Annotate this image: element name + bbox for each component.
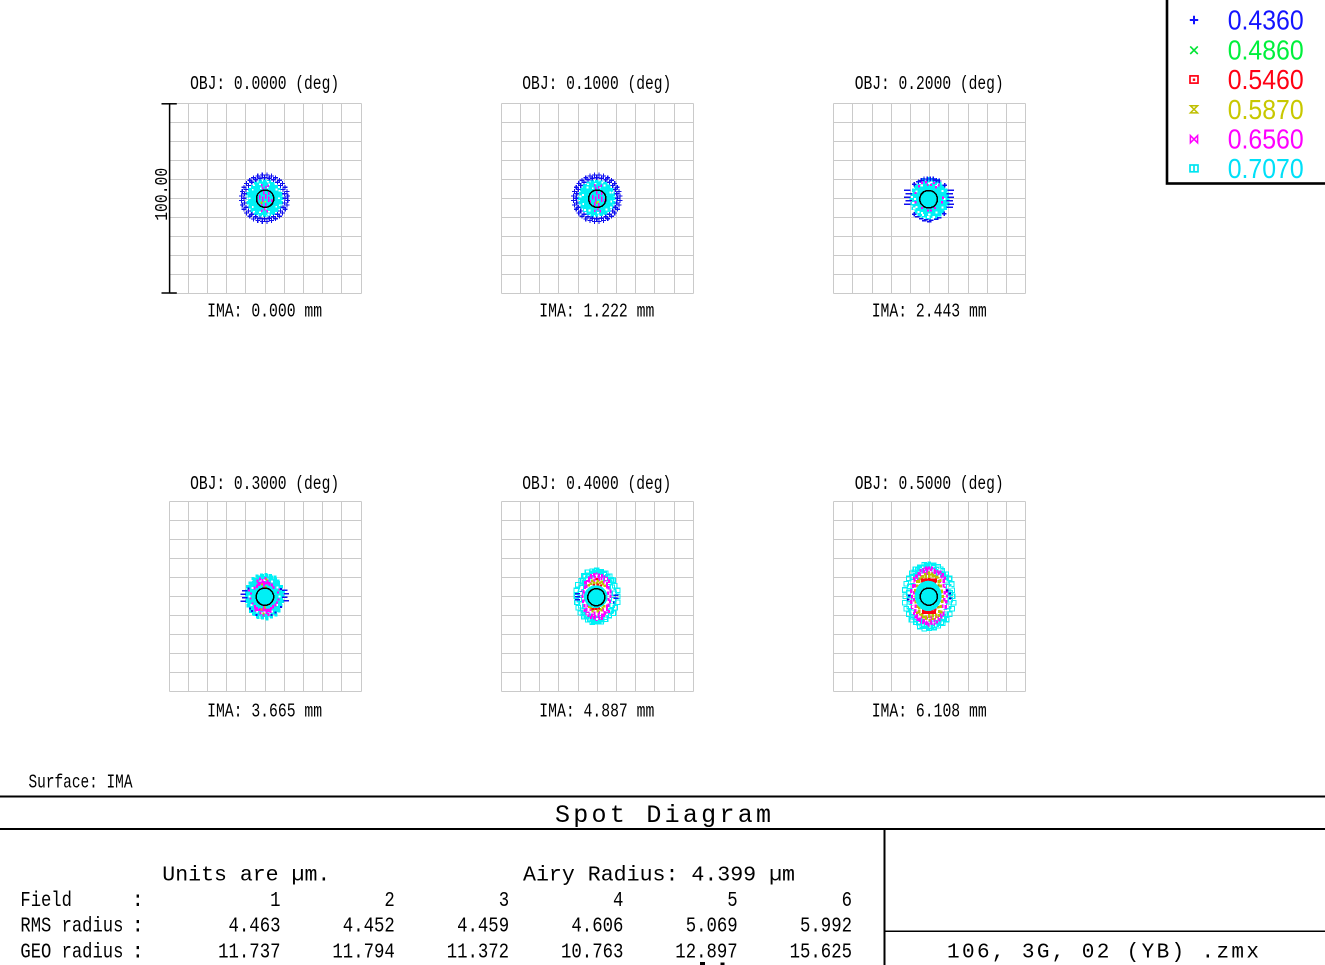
svg-text:5: 5 [727,890,737,913]
svg-text:4.463: 4.463 [229,916,281,939]
svg-text:0.6560: 0.6560 [1228,124,1304,155]
svg-text:15.625: 15.625 [790,942,852,965]
svg-text:0.5460: 0.5460 [1228,64,1304,95]
svg-text:Surface: IMA: Surface: IMA [29,772,133,794]
svg-text:6: 6 [842,890,852,913]
svg-text:OBJ: 0.1000 (deg): OBJ: 0.1000 (deg) [522,73,671,95]
svg-text:Units are µm.: Units are µm. [162,865,330,888]
svg-text::: : [132,916,145,939]
svg-text::: : [132,890,145,913]
svg-text:4.606: 4.606 [571,916,623,939]
svg-text:0.4860: 0.4860 [1228,35,1304,66]
svg-text::: : [132,942,145,965]
svg-text:IMA: 6.108 mm: IMA: 6.108 mm [872,701,987,723]
svg-text:OBJ: 0.4000 (deg): OBJ: 0.4000 (deg) [522,473,671,495]
svg-text:1: 1 [270,890,280,913]
svg-text:0.4360: 0.4360 [1228,5,1304,36]
svg-text:RMS radius: RMS radius [20,916,123,939]
svg-text:4: 4 [613,890,623,913]
svg-text:11.794: 11.794 [332,942,394,965]
svg-text:GEO radius: GEO radius [20,942,123,965]
svg-text:3: 3 [499,890,509,913]
svg-text:106, 3G, 02 (YB) .zmx: 106, 3G, 02 (YB) .zmx [947,942,1259,965]
svg-text:OBJ: 0.5000 (deg): OBJ: 0.5000 (deg) [855,473,1004,495]
svg-text:4.452: 4.452 [343,916,395,939]
svg-text:100.00: 100.00 [153,168,173,221]
svg-text:IMA: 1.222 mm: IMA: 1.222 mm [539,301,654,323]
svg-text:Field: Field [20,890,72,913]
svg-text:OBJ: 0.0000 (deg): OBJ: 0.0000 (deg) [190,73,339,95]
svg-text:IMA: 2.443 mm: IMA: 2.443 mm [872,301,987,323]
svg-text:2: 2 [384,890,394,913]
svg-text:11.372: 11.372 [447,942,509,965]
svg-text:IMA: 0.000 mm: IMA: 0.000 mm [207,301,322,323]
svg-text:11.737: 11.737 [218,942,280,965]
svg-text:IMA: 3.665 mm: IMA: 3.665 mm [207,701,322,723]
svg-text:IMA: 4.887 mm: IMA: 4.887 mm [539,701,654,723]
svg-text:5.992: 5.992 [800,916,852,939]
svg-text:4.459: 4.459 [457,916,509,939]
svg-text:OBJ: 0.3000 (deg): OBJ: 0.3000 (deg) [190,473,339,495]
svg-text:5.069: 5.069 [686,916,738,939]
svg-text:0.7070: 0.7070 [1228,153,1304,184]
svg-text:OBJ: 0.2000 (deg): OBJ: 0.2000 (deg) [855,73,1004,95]
svg-text:10.763: 10.763 [561,942,623,965]
svg-text:12.897: 12.897 [675,942,737,965]
svg-text:0.5870: 0.5870 [1228,94,1304,125]
svg-text:Airy Radius: 4.399 µm: Airy Radius: 4.399 µm [523,865,795,888]
